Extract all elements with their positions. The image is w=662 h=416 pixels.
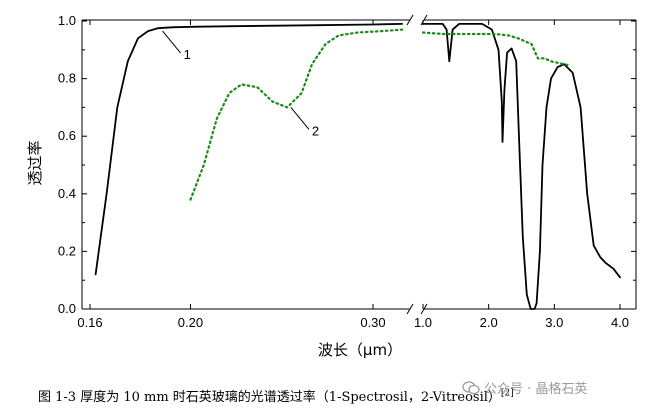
- axis-break-mark: [420, 14, 428, 26]
- y-tick-label: 0.4: [58, 186, 76, 201]
- caption-text: 图 1-3 厚度为 10 mm 时石英玻璃的光谱透过率（1-Spectrosil…: [38, 390, 501, 405]
- figure-caption: 图 1-3 厚度为 10 mm 时石英玻璃的光谱透过率（1-Spectrosil…: [38, 386, 514, 405]
- watermark-text: 公众号 · 晶格石英: [484, 382, 588, 397]
- axis-break-mark: [420, 303, 428, 315]
- wechat-icon: [462, 380, 480, 394]
- series-layer: [94, 22, 621, 310]
- transmittance-chart: 0.0 0.2 0.4 0.6 0.8 1.0 0.16 0.20 0.30 1.0 2.0 3.0…: [26, 13, 637, 359]
- series-2-line: [189, 28, 404, 201]
- x-tick-label: 3.0: [545, 315, 563, 330]
- watermark: 公众号 · 晶格石英: [462, 378, 587, 397]
- caption-reference: [2]: [500, 388, 514, 399]
- annotation-leader: [290, 107, 310, 130]
- y-tick-label: 0.6: [58, 128, 76, 143]
- y-tick-label: 0.0: [58, 301, 76, 316]
- x-tick-label: 0.16: [77, 315, 102, 330]
- annotation-label: 1: [184, 47, 191, 62]
- y-axis-title: 透过率: [26, 140, 44, 185]
- x-tick-label: 0.20: [178, 315, 203, 330]
- plot-frame: [81, 14, 637, 315]
- y-axis: 0.0 0.2 0.4 0.6 0.8 1.0: [58, 13, 636, 316]
- axis-break-mark: [406, 14, 414, 26]
- annotation-label: 2: [312, 123, 319, 138]
- axis-break-mark: [406, 303, 414, 315]
- x-tick-label: 2.0: [480, 315, 498, 330]
- y-tick-label: 1.0: [58, 13, 76, 28]
- x-axis: 0.16 0.20 0.30 1.0 2.0 3.0 4.0: [77, 20, 629, 330]
- y-tick-label: 0.2: [58, 243, 76, 258]
- x-tick-label: 4.0: [611, 315, 629, 330]
- x-axis-title: 波长（μm）: [318, 341, 402, 359]
- x-tick-label: 0.30: [360, 315, 385, 330]
- annotation-leader: [162, 30, 181, 54]
- x-tick-label: 1.0: [414, 315, 432, 330]
- annotation-layer: 12: [162, 30, 319, 138]
- series-1-line: [94, 22, 404, 276]
- series-2-line: [421, 31, 572, 67]
- series-1-line: [422, 22, 621, 310]
- y-tick-label: 0.8: [58, 71, 76, 86]
